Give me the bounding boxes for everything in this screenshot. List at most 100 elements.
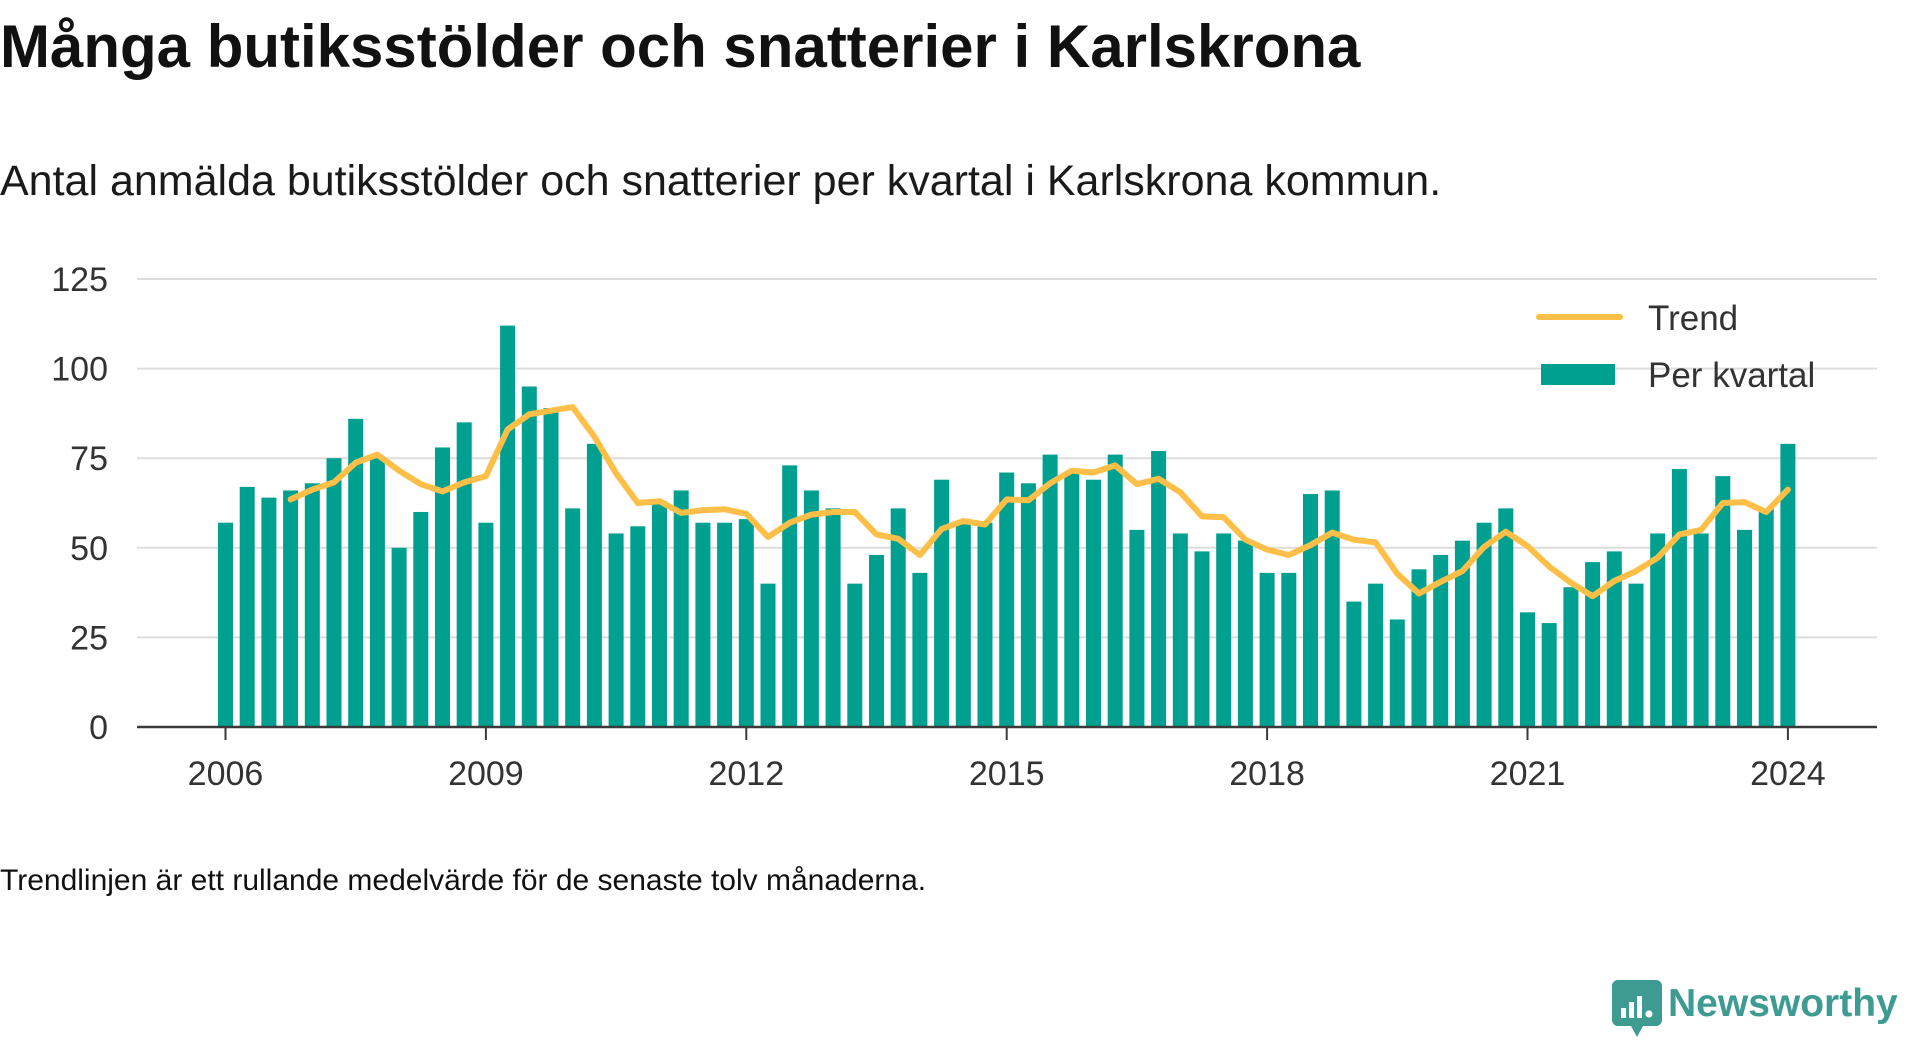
logo-bar <box>1621 1008 1626 1018</box>
bar <box>1368 583 1384 727</box>
bar <box>413 511 429 727</box>
trend-line-group <box>287 404 1791 600</box>
logo-dot <box>1645 1010 1653 1018</box>
bar <box>999 472 1015 727</box>
bar <box>760 583 776 727</box>
bar <box>1520 612 1535 727</box>
y-tick-label: 125 <box>51 261 108 299</box>
bar <box>847 583 863 727</box>
bar <box>500 325 516 727</box>
x-tick-label: 2024 <box>1750 755 1826 793</box>
bar <box>369 458 385 727</box>
bar <box>825 508 841 727</box>
bar <box>934 479 950 727</box>
bar <box>1671 468 1687 727</box>
bar <box>1389 619 1405 727</box>
bar <box>1172 533 1188 727</box>
bar <box>1151 451 1167 727</box>
bar <box>1715 476 1731 727</box>
chart-subtitle: Antal anmälda butiksstölder och snatteri… <box>0 157 1442 205</box>
y-tick-label: 50 <box>70 530 108 568</box>
bar <box>348 418 364 727</box>
bar <box>1064 472 1080 727</box>
trend-line <box>287 404 1791 600</box>
bar <box>1086 479 1101 727</box>
bar <box>1650 533 1666 727</box>
bar <box>391 547 407 727</box>
bar <box>1585 562 1601 727</box>
brand-logo-text: Newsworthy <box>1668 982 1898 1025</box>
bar <box>912 572 928 727</box>
legend-trend-label: Trend <box>1648 299 1738 338</box>
bar <box>1259 572 1275 727</box>
newsworthy-logo-icon <box>1612 980 1662 1037</box>
bar <box>521 386 537 727</box>
bar <box>608 533 624 727</box>
bar <box>890 508 906 727</box>
bar <box>695 522 711 727</box>
bar-chart: 0 25 50 75 100 125 2006 2009 2012 2015 2018 2021 202… <box>51 261 1877 793</box>
bar <box>1346 601 1362 727</box>
bar <box>1194 551 1210 727</box>
bar <box>1433 554 1449 727</box>
bar <box>1498 508 1514 727</box>
bar <box>1237 540 1253 727</box>
y-tick-label: 25 <box>70 619 108 657</box>
bar <box>955 522 971 727</box>
bar <box>869 554 884 727</box>
bar <box>543 408 559 727</box>
bar <box>782 465 798 727</box>
chart-footnote: Trendlinjen är ett rullande medelvärde f… <box>0 864 927 897</box>
bar <box>218 522 233 727</box>
tick-labels: 0 25 50 75 100 125 2006 2009 2012 2015 2018 2021 202… <box>51 261 1825 793</box>
legend-per-kvartal-swatch <box>1541 364 1615 385</box>
bar <box>1216 533 1232 727</box>
bar <box>456 422 472 727</box>
bar <box>478 522 494 727</box>
x-tick-label: 2015 <box>969 755 1045 793</box>
bar <box>717 522 733 727</box>
bar <box>652 501 667 727</box>
bar <box>1107 454 1123 727</box>
logo-bar <box>1629 1002 1634 1018</box>
bar <box>1628 583 1644 727</box>
bar <box>1129 529 1145 727</box>
bar <box>1758 508 1774 727</box>
y-tick-label: 100 <box>51 351 108 389</box>
bar <box>304 483 320 727</box>
bars-per-kvartal <box>218 325 1796 727</box>
bar <box>1780 443 1796 727</box>
bar <box>435 447 450 727</box>
y-tick-label: 75 <box>70 440 108 478</box>
bar <box>239 486 255 727</box>
chart-title: Många butiksstölder och snatterier i Kar… <box>0 13 1361 80</box>
bar <box>630 526 646 727</box>
bar <box>1737 529 1752 727</box>
bar <box>673 490 689 727</box>
bar <box>565 508 581 727</box>
y-tick-label: 0 <box>89 709 108 747</box>
x-axis <box>137 725 1877 740</box>
bar <box>738 519 754 727</box>
bar <box>586 443 602 727</box>
x-tick-label: 2012 <box>708 755 784 793</box>
legend: Trend Per kvartal <box>1536 299 1815 395</box>
x-tick-label: 2009 <box>448 755 524 793</box>
bar <box>326 458 342 727</box>
bar <box>1324 490 1340 727</box>
bar <box>1042 454 1058 727</box>
bar <box>1541 623 1557 727</box>
bar <box>1606 551 1622 727</box>
bar <box>1281 572 1297 727</box>
bar <box>1020 483 1036 727</box>
bar <box>1476 522 1492 727</box>
bar <box>977 522 993 727</box>
bar <box>261 497 277 727</box>
bar <box>1411 569 1427 727</box>
x-tick-label: 2006 <box>188 755 264 793</box>
bar <box>803 490 819 727</box>
bar <box>1454 540 1470 727</box>
x-tick-label: 2021 <box>1490 755 1566 793</box>
bar <box>1303 494 1318 727</box>
